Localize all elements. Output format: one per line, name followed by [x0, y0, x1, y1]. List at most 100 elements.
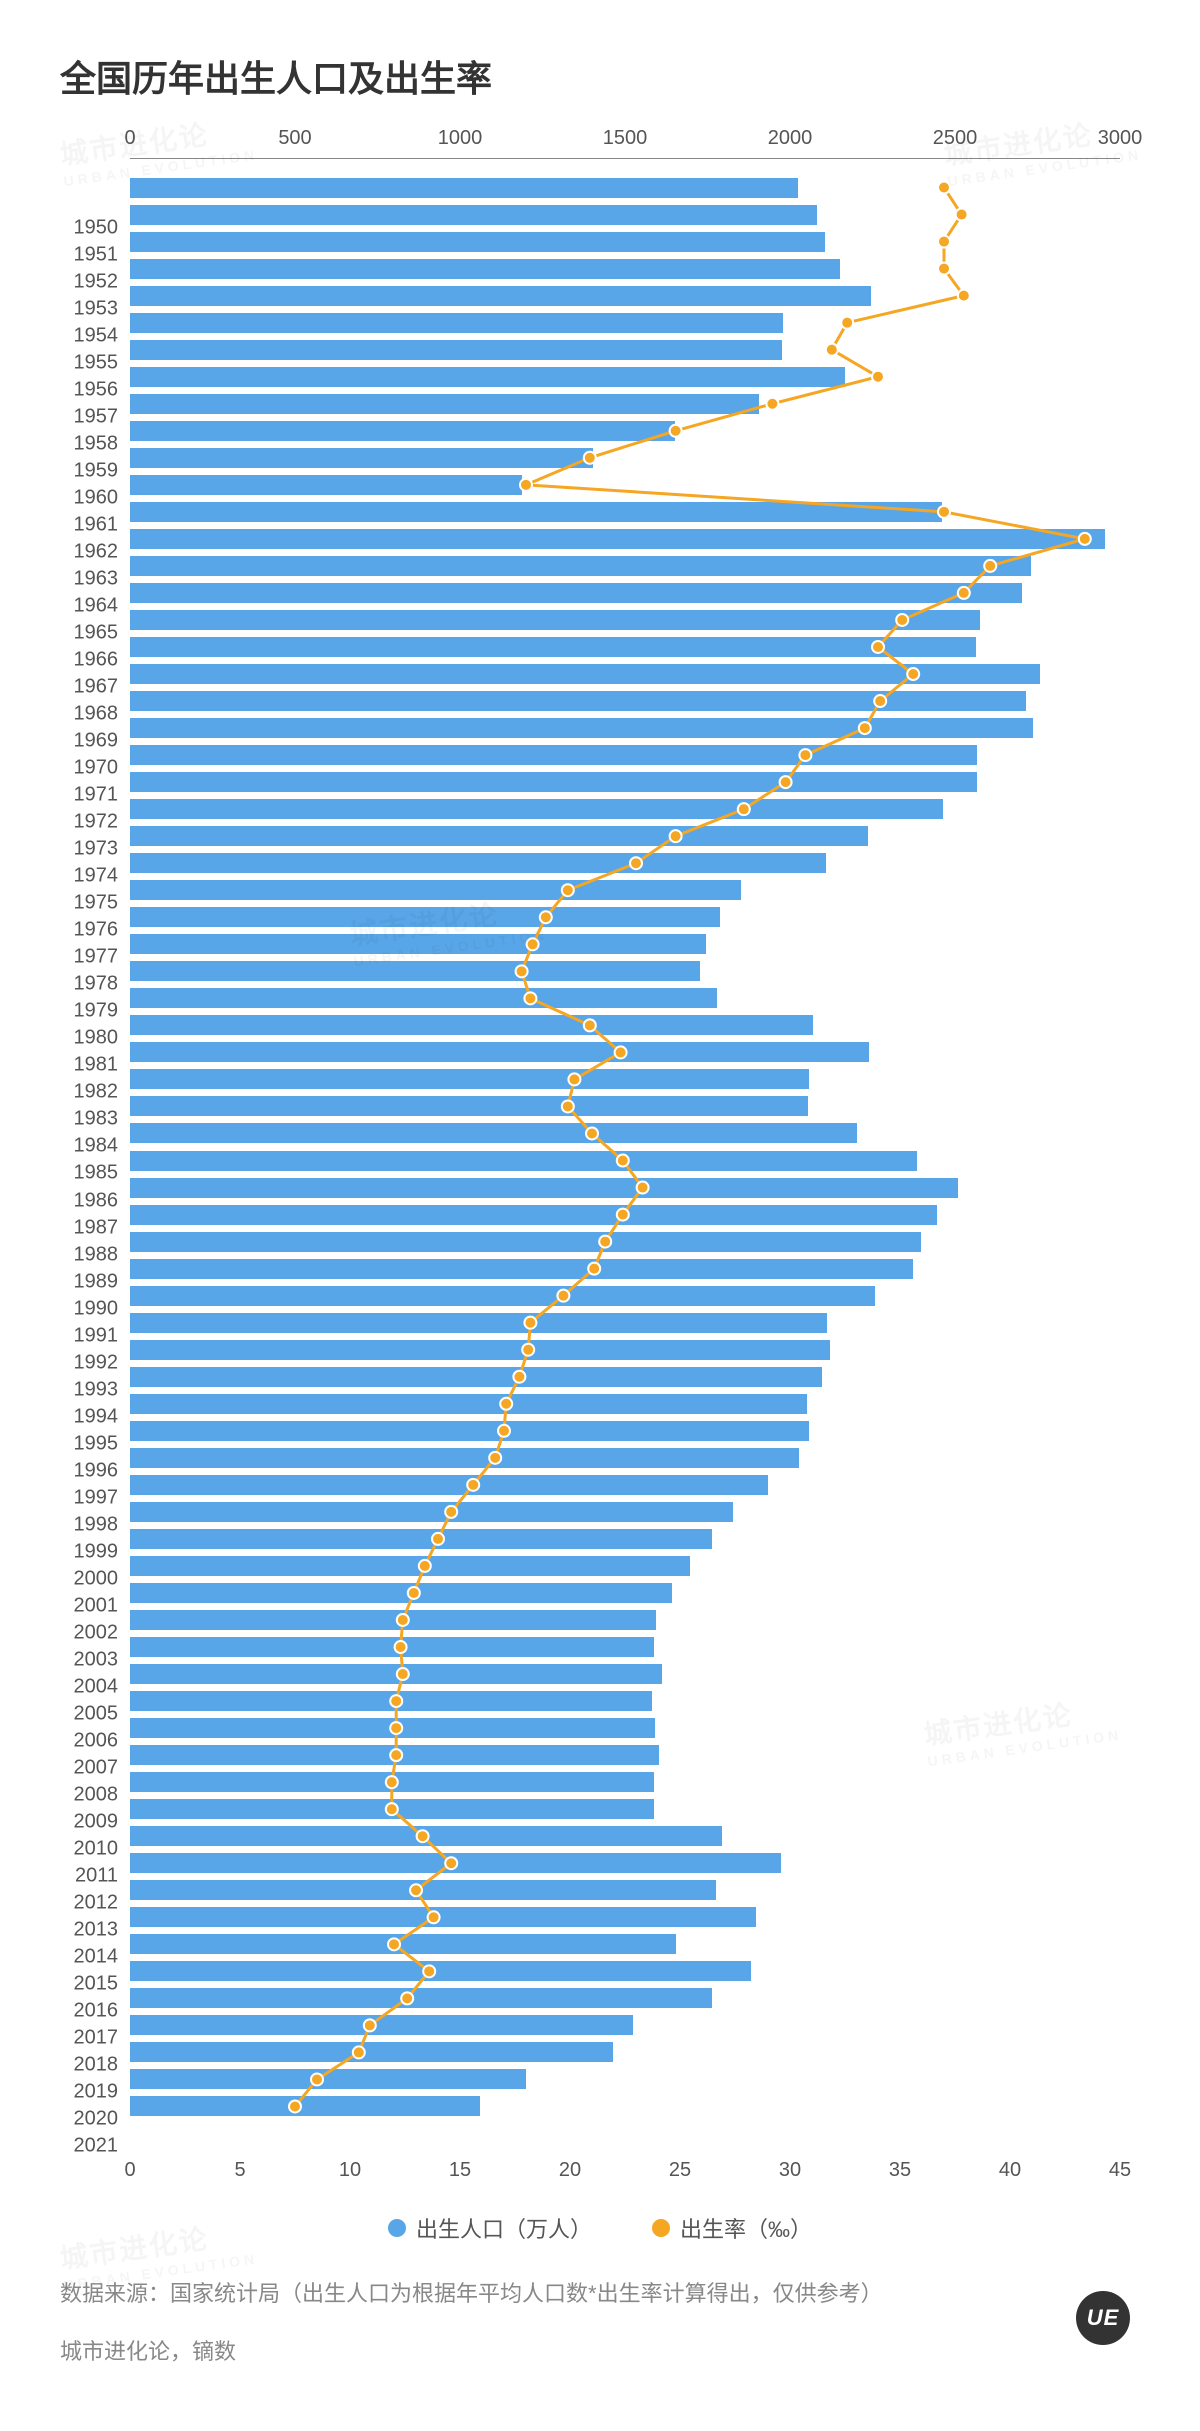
- rate-marker: [568, 1073, 580, 1085]
- year-label: 1999: [74, 1540, 119, 1563]
- rate-marker: [872, 641, 884, 653]
- year-label: 2021: [74, 2135, 119, 2158]
- year-label: 2009: [74, 1811, 119, 1834]
- year-label: 1960: [74, 486, 119, 509]
- rate-marker: [938, 236, 950, 248]
- rate-marker: [386, 1803, 398, 1815]
- year-label: 1994: [74, 1405, 119, 1428]
- year-label: 1964: [74, 594, 119, 617]
- year-label: 2008: [74, 1784, 119, 1807]
- year-label: 2005: [74, 1703, 119, 1726]
- rate-marker: [410, 1884, 422, 1896]
- year-label: 1959: [74, 459, 119, 482]
- rate-marker: [498, 1425, 510, 1437]
- rate-marker: [615, 1046, 627, 1058]
- year-label: 2004: [74, 1676, 119, 1699]
- rate-marker: [513, 1371, 525, 1383]
- year-label: 1970: [74, 757, 119, 780]
- year-label: 2001: [74, 1594, 119, 1617]
- year-label: 2017: [74, 2027, 119, 2050]
- axis-top: 050010001500200025003000: [130, 127, 1120, 150]
- rate-marker: [557, 1290, 569, 1302]
- rate-marker: [562, 884, 574, 896]
- rate-marker: [586, 1127, 598, 1139]
- rate-marker: [397, 1668, 409, 1680]
- rate-marker: [489, 1452, 501, 1464]
- year-label: 1974: [74, 865, 119, 888]
- year-label: 2018: [74, 2054, 119, 2077]
- year-label: 1958: [74, 432, 119, 455]
- year-label: 1986: [74, 1189, 119, 1212]
- rate-marker: [907, 668, 919, 680]
- year-label: 1961: [74, 513, 119, 536]
- rate-marker: [874, 695, 886, 707]
- rate-marker: [311, 2073, 323, 2085]
- year-label: 1968: [74, 703, 119, 726]
- year-label: 1980: [74, 1027, 119, 1050]
- year-label: 1975: [74, 892, 119, 915]
- year-label: 1981: [74, 1054, 119, 1077]
- rate-marker: [588, 1263, 600, 1275]
- year-label: 2010: [74, 1838, 119, 1861]
- legend-label-line: 出生率（‰）: [680, 2212, 812, 2244]
- year-label: 1956: [74, 378, 119, 401]
- rate-marker: [401, 1992, 413, 2004]
- year-label: 1995: [74, 1432, 119, 1455]
- rate-marker: [562, 1100, 574, 1112]
- rate-marker: [524, 992, 536, 1004]
- rate-marker: [500, 1398, 512, 1410]
- rate-marker: [432, 1533, 444, 1545]
- rate-marker: [423, 1965, 435, 1977]
- rate-marker: [408, 1587, 420, 1599]
- year-label: 1950: [74, 216, 119, 239]
- rate-marker: [445, 1506, 457, 1518]
- rate-marker: [428, 1911, 440, 1923]
- rate-marker: [467, 1479, 479, 1491]
- rate-marker: [617, 1155, 629, 1167]
- year-label: 1993: [74, 1378, 119, 1401]
- year-label: 2000: [74, 1567, 119, 1590]
- year-label: 2013: [74, 1919, 119, 1942]
- rate-marker: [540, 911, 552, 923]
- rate-marker: [859, 722, 871, 734]
- year-label: 2015: [74, 1973, 119, 1996]
- rate-marker: [419, 1560, 431, 1572]
- year-label: 1963: [74, 567, 119, 590]
- rate-marker: [390, 1749, 402, 1761]
- legend-swatch-bar: [388, 2219, 406, 2237]
- year-label: 2006: [74, 1730, 119, 1753]
- year-label: 1977: [74, 946, 119, 969]
- source-line-1: 数据来源：国家统计局（出生人口为根据年平均人口数*出生率计算得出，仅供参考）: [60, 2274, 1140, 2314]
- chart: 050010001500200025003000 195019511952195…: [60, 122, 1140, 2192]
- year-label: 1985: [74, 1162, 119, 1185]
- rate-marker: [445, 1857, 457, 1869]
- rate-marker: [520, 479, 532, 491]
- year-label: 2019: [74, 2081, 119, 2104]
- rate-marker: [364, 2019, 376, 2031]
- rate-marker: [390, 1695, 402, 1707]
- rate-marker: [390, 1722, 402, 1734]
- line-overlay: [130, 162, 1120, 2132]
- year-label: 1992: [74, 1351, 119, 1374]
- axis-top-line: [130, 158, 1120, 159]
- rate-marker: [738, 803, 750, 815]
- rate-marker: [584, 452, 596, 464]
- year-label: 2003: [74, 1648, 119, 1671]
- rate-marker: [516, 965, 528, 977]
- year-label: 2007: [74, 1757, 119, 1780]
- rate-marker: [395, 1641, 407, 1653]
- rate-marker: [826, 344, 838, 356]
- rate-marker: [524, 1317, 536, 1329]
- year-label: 1973: [74, 838, 119, 861]
- rate-marker: [527, 938, 539, 950]
- year-label: 1988: [74, 1243, 119, 1266]
- year-label: 1998: [74, 1513, 119, 1536]
- rate-marker: [630, 857, 642, 869]
- rate-marker: [386, 1776, 398, 1788]
- rate-marker: [670, 830, 682, 842]
- rate-marker: [617, 1209, 629, 1221]
- year-label: 1979: [74, 1000, 119, 1023]
- rate-marker: [417, 1830, 429, 1842]
- year-label: 1972: [74, 811, 119, 834]
- axis-bottom: 051015202530354045: [130, 2159, 1120, 2182]
